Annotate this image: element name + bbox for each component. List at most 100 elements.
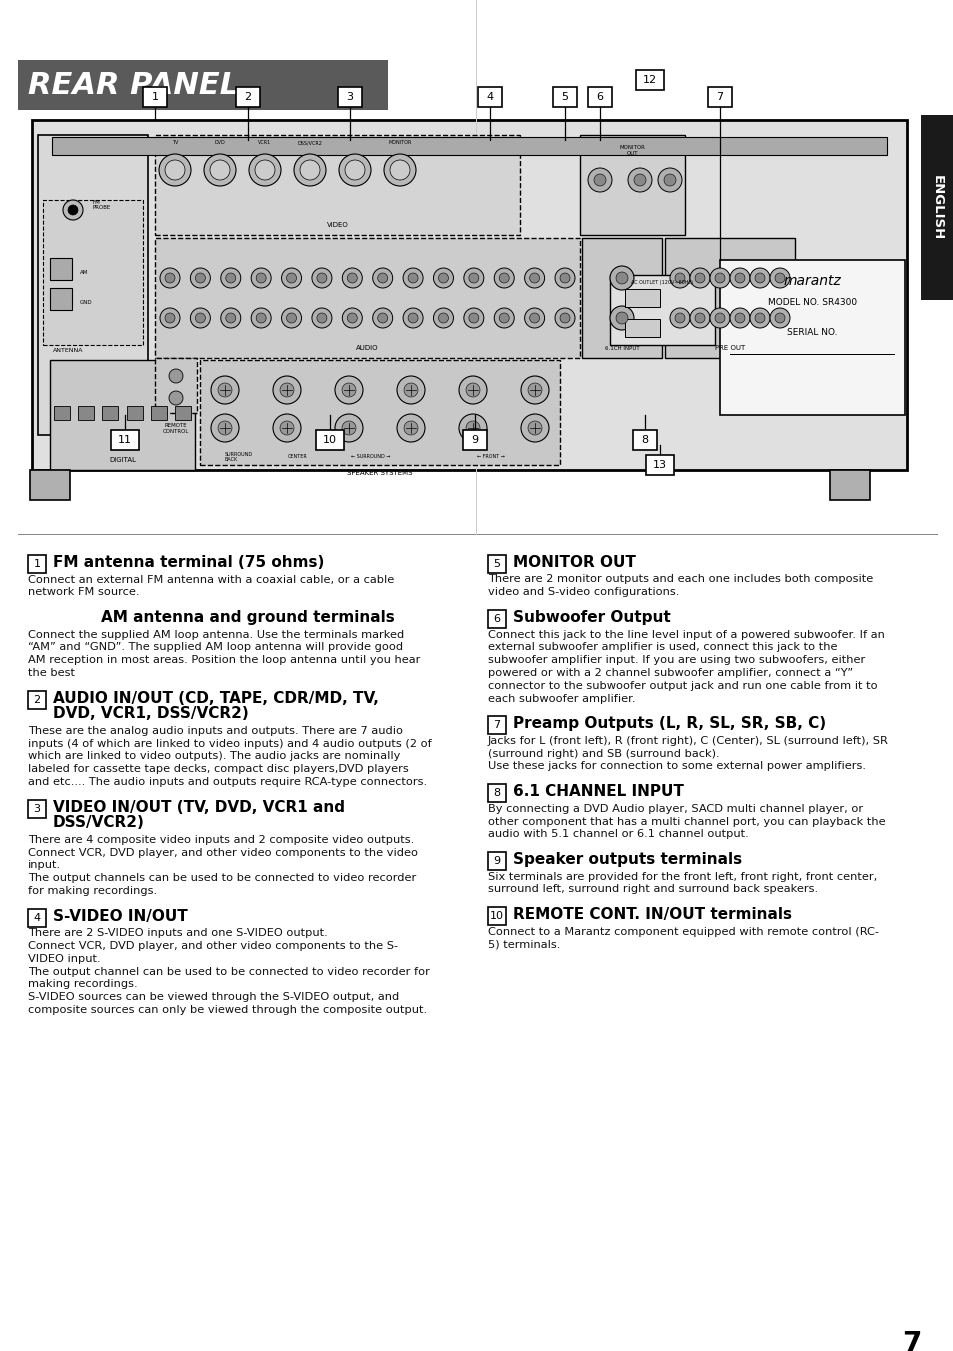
Bar — [315, 430, 344, 450]
Circle shape — [498, 313, 509, 323]
Text: network FM source.: network FM source. — [28, 588, 139, 597]
Bar — [488, 785, 505, 802]
Text: VIDEO input.: VIDEO input. — [28, 954, 100, 963]
Circle shape — [468, 273, 478, 282]
Text: DIGITAL: DIGITAL — [109, 457, 136, 463]
Text: AM antenna and ground terminals: AM antenna and ground terminals — [101, 611, 395, 626]
Circle shape — [520, 376, 548, 404]
Circle shape — [160, 267, 180, 288]
Circle shape — [520, 413, 548, 442]
Circle shape — [218, 422, 232, 435]
Circle shape — [527, 422, 541, 435]
Bar — [50, 288, 71, 309]
Text: 7: 7 — [902, 1329, 921, 1351]
Text: MONITOR
OUT: MONITOR OUT — [618, 145, 645, 155]
Circle shape — [714, 313, 724, 323]
Circle shape — [341, 422, 355, 435]
Circle shape — [609, 305, 634, 330]
Circle shape — [468, 313, 478, 323]
Circle shape — [527, 382, 541, 397]
Circle shape — [559, 273, 569, 282]
Circle shape — [754, 313, 764, 323]
Circle shape — [689, 267, 709, 288]
Text: AUDIO: AUDIO — [355, 345, 378, 351]
Text: AM: AM — [80, 269, 89, 274]
Text: Connect the supplied AM loop antenna. Use the terminals marked: Connect the supplied AM loop antenna. Us… — [28, 630, 404, 639]
Text: other component that has a multi channel port, you can playback the: other component that has a multi channel… — [488, 816, 884, 827]
Text: each subwoofer amplifier.: each subwoofer amplifier. — [488, 693, 635, 704]
Circle shape — [689, 308, 709, 328]
Bar — [78, 407, 94, 420]
Bar — [707, 86, 731, 107]
Circle shape — [345, 159, 365, 180]
Circle shape — [204, 154, 235, 186]
Text: powered or with a 2 channel subwoofer amplifier, connect a “Y”: powered or with a 2 channel subwoofer am… — [488, 667, 852, 678]
Text: FM
PROBE: FM PROBE — [92, 200, 112, 211]
Circle shape — [524, 267, 544, 288]
Text: 2: 2 — [244, 92, 252, 101]
Bar — [920, 115, 953, 300]
Circle shape — [342, 267, 362, 288]
Circle shape — [587, 168, 612, 192]
Circle shape — [280, 422, 294, 435]
Bar — [174, 407, 191, 420]
Circle shape — [294, 154, 326, 186]
Circle shape — [191, 308, 211, 328]
Text: Jacks for L (front left), R (front right), C (Center), SL (surround left), SR: Jacks for L (front left), R (front right… — [488, 736, 888, 746]
Text: 6.1 CHANNEL INPUT: 6.1 CHANNEL INPUT — [513, 785, 683, 800]
Text: 13: 13 — [652, 459, 666, 470]
Bar — [829, 470, 869, 500]
Circle shape — [396, 413, 424, 442]
Circle shape — [749, 308, 769, 328]
Text: video and S-video configurations.: video and S-video configurations. — [488, 588, 679, 597]
Bar — [337, 86, 361, 107]
Bar — [609, 276, 714, 345]
Text: DSS/VCR2): DSS/VCR2) — [53, 815, 145, 831]
Circle shape — [377, 313, 387, 323]
Circle shape — [695, 313, 704, 323]
Text: VIDEO IN/OUT (TV, DVD, VCR1 and: VIDEO IN/OUT (TV, DVD, VCR1 and — [53, 800, 345, 815]
Circle shape — [658, 168, 681, 192]
Circle shape — [458, 413, 486, 442]
Text: By connecting a DVD Audio player, SACD multi channel player, or: By connecting a DVD Audio player, SACD m… — [488, 804, 862, 813]
Text: 3: 3 — [346, 92, 354, 101]
Circle shape — [159, 154, 191, 186]
Text: S-VIDEO sources can be viewed through the S-VIDEO output, and: S-VIDEO sources can be viewed through th… — [28, 992, 399, 1002]
Bar — [488, 716, 505, 735]
Text: 1: 1 — [152, 92, 158, 101]
Text: Connect VCR, DVD player, and other video components to the video: Connect VCR, DVD player, and other video… — [28, 847, 417, 858]
Bar — [28, 690, 46, 709]
Text: SURROUND
BACK: SURROUND BACK — [225, 451, 253, 462]
Bar — [624, 319, 659, 336]
Circle shape — [286, 273, 296, 282]
Bar — [32, 120, 906, 470]
Text: labeled for cassette tape decks, compact disc players,DVD players: labeled for cassette tape decks, compact… — [28, 765, 408, 774]
Bar — [102, 407, 118, 420]
Bar — [28, 909, 46, 927]
Text: SERIAL NO.: SERIAL NO. — [786, 328, 837, 336]
Circle shape — [669, 308, 689, 328]
Text: which are linked to video outputs). The audio jacks are nominally: which are linked to video outputs). The … — [28, 751, 400, 762]
Text: VCR1: VCR1 — [258, 141, 272, 146]
Circle shape — [734, 313, 744, 323]
Text: 3: 3 — [33, 804, 40, 813]
Text: AUDIO IN/OUT (CD, TAPE, CDR/MD, TV,: AUDIO IN/OUT (CD, TAPE, CDR/MD, TV, — [53, 690, 378, 705]
Bar — [111, 430, 139, 450]
Circle shape — [438, 313, 448, 323]
Bar — [50, 258, 71, 280]
Text: Connect this jack to the line level input of a powered subwoofer. If an: Connect this jack to the line level inpu… — [488, 630, 884, 639]
Circle shape — [377, 273, 387, 282]
Text: making recordings.: making recordings. — [28, 979, 137, 989]
Text: 10: 10 — [490, 912, 503, 921]
Text: “AM” and “GND”. The supplied AM loop antenna will provide good: “AM” and “GND”. The supplied AM loop ant… — [28, 642, 403, 653]
Text: external subwoofer amplifier is used, connect this jack to the: external subwoofer amplifier is used, co… — [488, 642, 837, 653]
Circle shape — [191, 267, 211, 288]
Circle shape — [709, 267, 729, 288]
Text: 2: 2 — [33, 694, 41, 705]
Text: AC OUTLET (120V~60Hz): AC OUTLET (120V~60Hz) — [631, 280, 693, 285]
Circle shape — [341, 382, 355, 397]
Text: 5: 5 — [493, 559, 500, 569]
Bar — [664, 238, 794, 358]
Text: ANTENNA: ANTENNA — [52, 347, 83, 353]
Circle shape — [165, 273, 174, 282]
